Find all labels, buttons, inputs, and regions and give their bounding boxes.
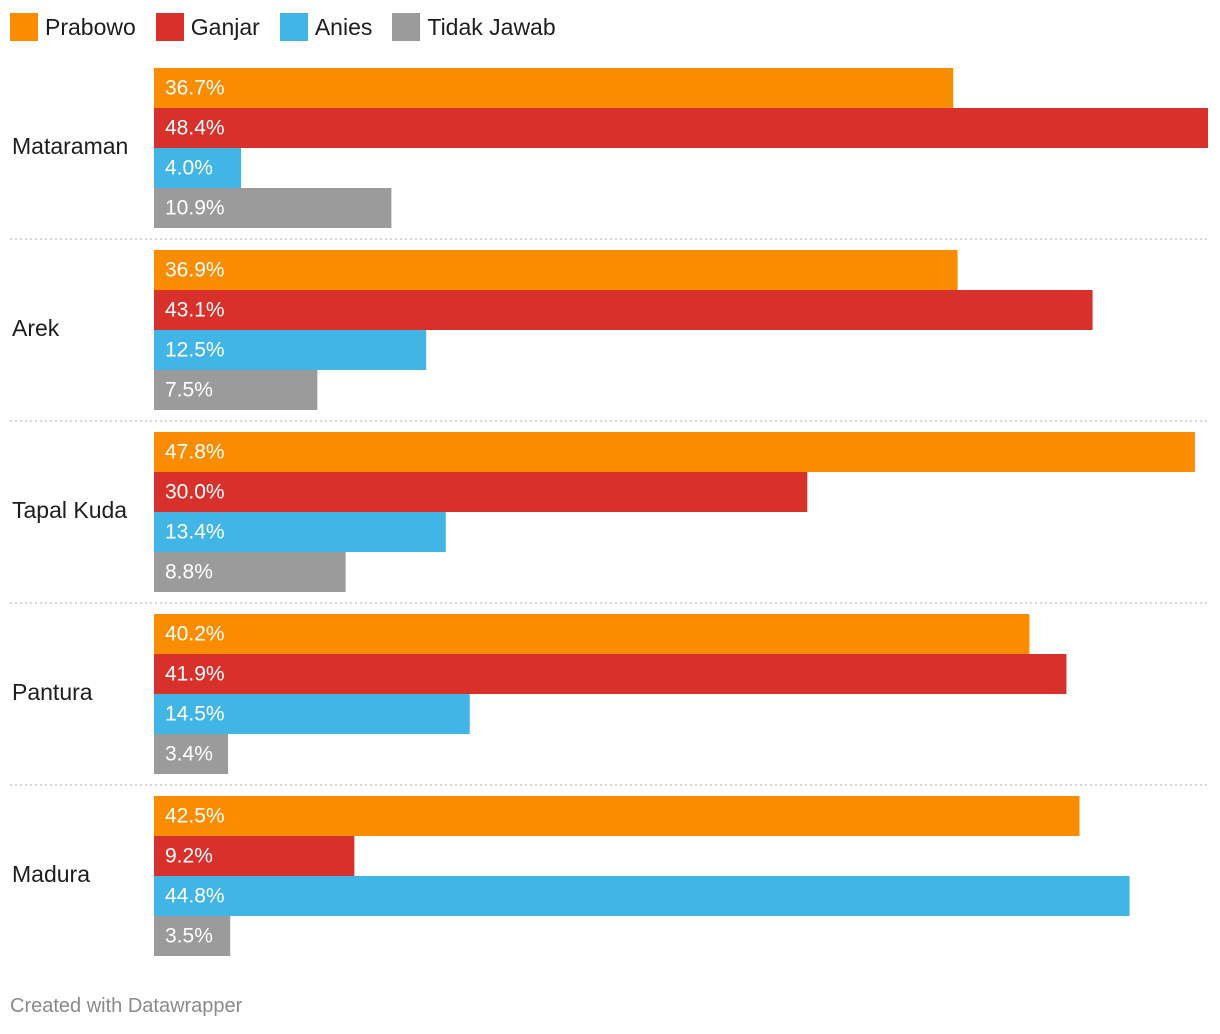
bar-pantura-prabowo — [154, 614, 1030, 654]
footer-credit: Created with Datawrapper — [10, 995, 243, 1017]
bar-pantura-anies — [154, 694, 470, 734]
value-label-mataraman-prabowo: 36.7% — [165, 77, 225, 100]
bar-tapal-kuda-prabowo — [154, 432, 1195, 472]
legend-label-tidak-jawab: Tidak Jawab — [427, 13, 556, 40]
value-label-mataraman-anies: 4.0% — [165, 157, 213, 180]
bar-tapal-kuda-ganjar — [154, 472, 808, 512]
legend-item-anies: Anies — [279, 13, 373, 41]
category-label-tapal-kuda: Tapal Kuda — [12, 497, 127, 523]
legend-swatch-anies — [279, 13, 308, 41]
legend: Prabowo Ganjar Anies Tidak Jawab — [10, 12, 576, 42]
value-label-madura-ganjar: 9.2% — [165, 845, 213, 868]
legend-swatch-prabowo — [10, 13, 38, 41]
value-label-tapal-kuda-tidak-jawab: 8.8% — [165, 561, 213, 584]
value-label-tapal-kuda-anies: 13.4% — [165, 521, 225, 544]
value-label-pantura-ganjar: 41.9% — [165, 663, 225, 686]
bar-mataraman-anies — [154, 148, 242, 188]
value-label-mataraman-tidak-jawab: 10.9% — [165, 197, 225, 220]
bar-pantura-ganjar — [154, 654, 1067, 694]
bar-mataraman-ganjar — [154, 108, 1208, 148]
legend-label-anies: Anies — [314, 13, 373, 40]
bar-madura-ganjar — [154, 836, 355, 876]
bar-arek-prabowo — [154, 250, 958, 290]
bar-chart: Mataraman 36.7% 48.4% 4.0% 10.9% Arek 36.9% 43.… — [10, 68, 1208, 956]
value-label-arek-tidak-jawab: 7.5% — [165, 379, 213, 402]
legend-label-prabowo: Prabowo — [45, 13, 136, 40]
value-label-arek-ganjar: 43.1% — [165, 299, 225, 322]
value-label-pantura-anies: 14.5% — [165, 703, 225, 726]
bar-mataraman-prabowo — [154, 68, 954, 108]
bar-madura-prabowo — [154, 796, 1080, 836]
bar-arek-ganjar — [154, 290, 1093, 330]
category-label-pantura: Pantura — [12, 679, 93, 705]
value-label-pantura-tidak-jawab: 3.4% — [165, 743, 213, 766]
bar-tapal-kuda-anies — [154, 512, 446, 552]
legend-swatch-ganjar — [155, 13, 184, 41]
bar-madura-anies — [154, 876, 1130, 916]
bar-arek-anies — [154, 330, 427, 370]
bar-madura-tidak-jawab — [154, 916, 231, 956]
legend-item-tidak-jawab: Tidak Jawab — [392, 13, 556, 41]
value-label-mataraman-ganjar: 48.4% — [165, 117, 225, 140]
value-label-madura-anies: 44.8% — [165, 885, 225, 908]
category-label-madura: Madura — [12, 861, 90, 887]
value-label-madura-tidak-jawab: 3.5% — [165, 925, 213, 948]
value-label-tapal-kuda-prabowo: 47.8% — [165, 441, 225, 464]
bar-tapal-kuda-tidak-jawab — [154, 552, 346, 592]
value-label-tapal-kuda-ganjar: 30.0% — [165, 481, 225, 504]
legend-swatch-tidak-jawab — [392, 13, 421, 41]
bar-arek-tidak-jawab — [154, 370, 318, 410]
value-label-arek-prabowo: 36.9% — [165, 259, 225, 282]
value-label-arek-anies: 12.5% — [165, 339, 225, 362]
value-label-madura-prabowo: 42.5% — [165, 805, 225, 828]
category-label-arek: Arek — [12, 315, 60, 341]
legend-item-ganjar: Ganjar — [155, 13, 260, 41]
bar-mataraman-tidak-jawab — [154, 188, 392, 228]
legend-label-ganjar: Ganjar — [190, 13, 260, 40]
bar-pantura-tidak-jawab — [154, 734, 229, 774]
value-label-pantura-prabowo: 40.2% — [165, 623, 225, 646]
category-label-mataraman: Mataraman — [12, 133, 128, 159]
legend-item-prabowo: Prabowo — [10, 13, 136, 41]
